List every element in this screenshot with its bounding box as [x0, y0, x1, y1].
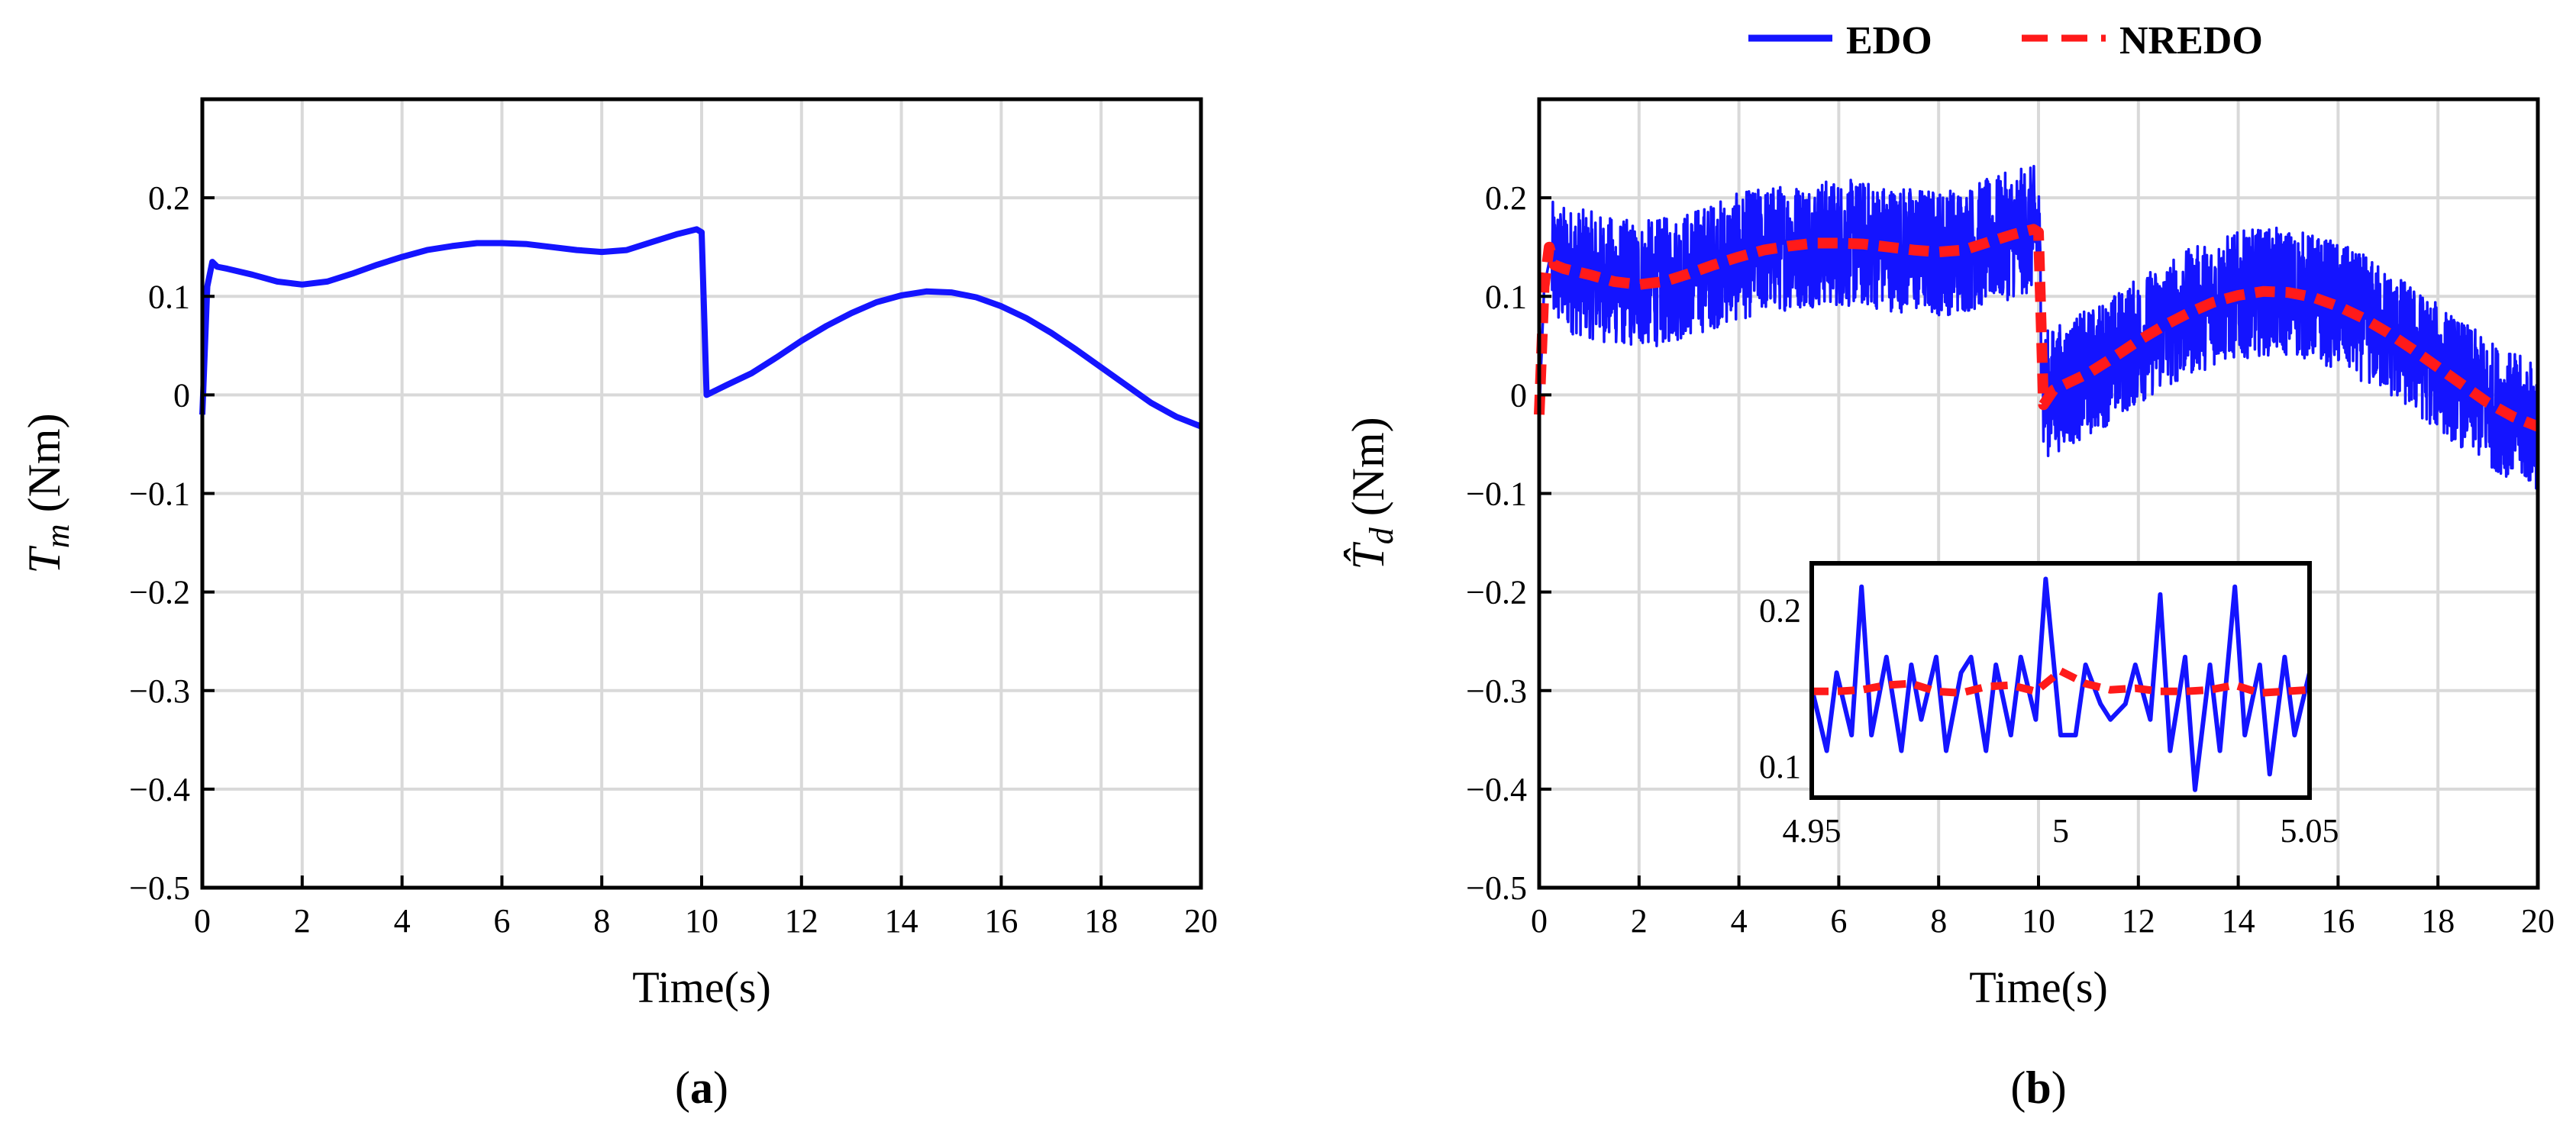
- inset-xtick-label-2: 5.05: [2281, 812, 2339, 850]
- xtick-label-9: 18: [2421, 902, 2455, 940]
- ytick-label-0: −0.5: [129, 869, 190, 907]
- panel-b-caption: (b): [2010, 1062, 2066, 1113]
- ytick-label-1: −0.4: [1466, 771, 1527, 808]
- panel-b-caption-close: ): [2051, 1062, 2067, 1113]
- panel-b: 0 2 4 6 8 10 12 14 16 18 20 −0.5 −0.4 −0.3 −0.2 −0.1 0 0.…: [1343, 97, 2555, 1113]
- inset-ticks: 4.95 5 5.05 0.1 0.2: [1759, 592, 2339, 850]
- panel-b-ylabel: T̂d (Nm): [1343, 417, 1400, 569]
- xtick-label-2: 4: [1731, 902, 1748, 940]
- xtick-label-8: 16: [984, 902, 1018, 940]
- legend-nredo-label: NREDO: [2119, 19, 2263, 63]
- panel-b-ylabel-unit: (Nm): [1343, 417, 1393, 527]
- ytick-label-4: −0.1: [129, 476, 190, 513]
- xtick-label-8: 16: [2321, 902, 2355, 940]
- panel-b-inset: 4.95 5 5.05 0.1 0.2: [1759, 561, 2339, 850]
- ytick-label-0: −0.5: [1466, 869, 1527, 907]
- inset-xtick-label-1: 5: [2052, 812, 2069, 850]
- panel-b-ylabel-symbol: T̂: [1343, 542, 1393, 570]
- xtick-label-2: 4: [394, 902, 411, 940]
- xtick-label-0: 0: [1531, 902, 1548, 940]
- series-edo-line: [199, 226, 1202, 430]
- ytick-label-5: 0: [1510, 376, 1527, 414]
- panel-a-caption: (a): [675, 1062, 728, 1113]
- ytick-label-2: −0.3: [129, 672, 190, 710]
- panel-a-xlabel: Time(s): [632, 962, 771, 1012]
- panel-b-ylabel-subscript: d: [1363, 527, 1400, 544]
- panel-a-ylabel-subscript: m: [39, 524, 76, 548]
- ytick-label-6: 0.1: [1485, 278, 1527, 315]
- ytick-label-7: 0.2: [148, 179, 190, 217]
- panel-b-ticks: 0 2 4 6 8 10 12 14 16 18 20 −0.5 −0.4 −0.3 −0.2 −0.1 0 0.…: [1466, 179, 2555, 940]
- series-nredo-line: [1534, 224, 2540, 432]
- ytick-label-1: −0.4: [129, 771, 190, 808]
- xtick-label-4: 8: [1930, 902, 1947, 940]
- inset-series-nredo-line: [1812, 667, 2310, 697]
- xtick-label-6: 12: [2122, 902, 2155, 940]
- inset-ytick-label-0: 0.1: [1759, 748, 1801, 785]
- xtick-label-1: 2: [294, 902, 311, 940]
- xtick-label-4: 8: [593, 902, 610, 940]
- xtick-label-5: 10: [685, 902, 718, 940]
- panel-a-ticks: 0 2 4 6 8 10 12 14 16 18 20 −0.5 −0.4 −0.3 −0.2 −0.1 0 0.…: [129, 179, 1218, 940]
- xtick-label-9: 18: [1084, 902, 1118, 940]
- ytick-label-4: −0.1: [1466, 476, 1527, 513]
- ytick-label-6: 0.1: [148, 278, 190, 315]
- inset-series: [1809, 576, 2312, 792]
- xtick-label-10: 20: [2521, 902, 2555, 940]
- panel-a-ylabel: Tm (Nm): [19, 413, 76, 573]
- legend: EDO NREDO: [1748, 19, 2263, 63]
- panel-a-grid: [201, 99, 1202, 889]
- panel-a-series: [199, 226, 1202, 430]
- inset-xtick-label-0: 4.95: [1783, 812, 1842, 850]
- xtick-label-7: 14: [2222, 902, 2255, 940]
- xtick-label-5: 10: [2022, 902, 2055, 940]
- xtick-label-6: 12: [785, 902, 818, 940]
- panel-b-caption-open: (: [2010, 1062, 2026, 1113]
- inset-frame: [1809, 561, 2312, 800]
- ytick-label-3: −0.2: [1466, 574, 1527, 611]
- inset-series-edo-line: [1809, 576, 2312, 792]
- xtick-label-7: 14: [885, 902, 918, 940]
- panel-b-xlabel: Time(s): [1969, 962, 2108, 1012]
- panel-a-ylabel-symbol: T: [19, 546, 69, 574]
- ytick-label-2: −0.3: [1466, 672, 1527, 710]
- legend-edo-label: EDO: [1846, 19, 1932, 63]
- panel-b-caption-letter: b: [2026, 1062, 2051, 1113]
- panel-a-caption-close: ): [713, 1062, 728, 1113]
- panel-a-caption-open: (: [675, 1062, 690, 1113]
- ytick-label-3: −0.2: [129, 574, 190, 611]
- xtick-label-10: 20: [1184, 902, 1218, 940]
- xtick-label-0: 0: [194, 902, 211, 940]
- panel-a: 0 2 4 6 8 10 12 14 16 18 20 −0.5 −0.4 −0.3 −0.2 −0.1 0 0.…: [19, 97, 1218, 1113]
- panel-b-series: [1534, 164, 2540, 490]
- ytick-label-7: 0.2: [1485, 179, 1527, 217]
- xtick-label-3: 6: [493, 902, 510, 940]
- ytick-label-5: 0: [173, 376, 190, 414]
- panel-a-caption-letter: a: [690, 1062, 713, 1113]
- xtick-label-3: 6: [1830, 902, 1847, 940]
- inset-ytick-label-1: 0.2: [1759, 592, 1801, 629]
- panel-a-ylabel-unit: (Nm): [19, 413, 69, 524]
- xtick-label-1: 2: [1631, 902, 1648, 940]
